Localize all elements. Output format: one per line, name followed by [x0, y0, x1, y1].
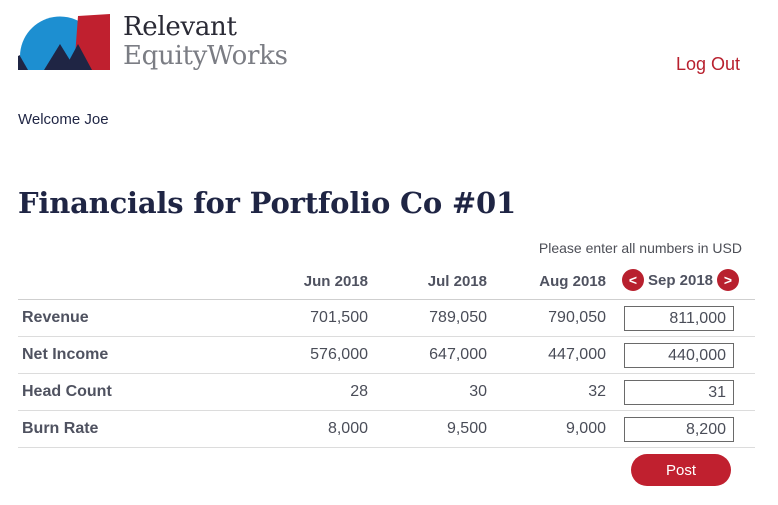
currency-note: Please enter all numbers in USD	[538, 240, 742, 256]
post-button[interactable]: Post	[631, 454, 731, 486]
financials-table: Jun 2018 Jul 2018 Aug 2018 < Sep 2018 > …	[18, 264, 755, 448]
row-label: Revenue	[22, 309, 89, 326]
brand-line-2: EquityWorks	[123, 41, 288, 71]
edit-cell	[606, 411, 755, 447]
table-row-revenue: Revenue 701,500 789,050 790,050	[18, 300, 755, 337]
burn-rate-input[interactable]	[624, 417, 734, 442]
cell-value: 9,500	[446, 420, 487, 437]
brand-logo[interactable]: Relevant EquityWorks	[18, 14, 288, 70]
logo-mark-icon	[18, 14, 110, 70]
column-header-aug: Aug 2018	[539, 273, 606, 290]
table-header-row: Jun 2018 Jul 2018 Aug 2018 < Sep 2018 >	[18, 264, 755, 300]
cell-value: 32	[588, 383, 606, 400]
month-navigator: < Sep 2018 >	[606, 269, 755, 291]
logout-link[interactable]: Log Out	[675, 54, 740, 74]
cell-value: 790,050	[548, 309, 606, 326]
cell-value: 647,000	[429, 346, 487, 363]
cell-value: 9,000	[565, 420, 606, 437]
edit-cell	[606, 337, 755, 373]
welcome-message: Welcome Joe	[18, 111, 109, 128]
row-label: Head Count	[22, 383, 112, 400]
head-count-input[interactable]	[624, 380, 734, 405]
net-income-input[interactable]	[624, 343, 734, 368]
column-header-jun: Jun 2018	[303, 273, 368, 290]
cell-value: 30	[469, 383, 487, 400]
row-label: Burn Rate	[22, 420, 99, 437]
cell-value: 789,050	[429, 309, 487, 326]
cell-value: 8,000	[327, 420, 368, 437]
cell-value: 701,500	[310, 309, 368, 326]
column-header-edit-month: < Sep 2018 >	[606, 264, 755, 299]
cell-value: 576,000	[310, 346, 368, 363]
page-title: Financials for Portfolio Co #01	[18, 186, 516, 220]
revenue-input[interactable]	[624, 306, 734, 331]
next-month-icon[interactable]: >	[717, 269, 740, 291]
edit-cell	[606, 300, 755, 336]
brand-name: Relevant EquityWorks	[123, 14, 288, 69]
brand-line-1: Relevant	[123, 12, 237, 42]
edit-month-label: Sep 2018	[647, 271, 714, 289]
cell-value: 447,000	[548, 346, 606, 363]
table-row-burn-rate: Burn Rate 8,000 9,500 9,000	[18, 411, 755, 448]
edit-cell	[606, 374, 755, 410]
row-label: Net Income	[22, 346, 109, 363]
table-row-head-count: Head Count 28 30 32	[18, 374, 755, 411]
table-row-net-income: Net Income 576,000 647,000 447,000	[18, 337, 755, 374]
prev-month-icon[interactable]: <	[621, 269, 644, 291]
column-header-jul: Jul 2018	[427, 273, 487, 290]
cell-value: 28	[350, 383, 368, 400]
